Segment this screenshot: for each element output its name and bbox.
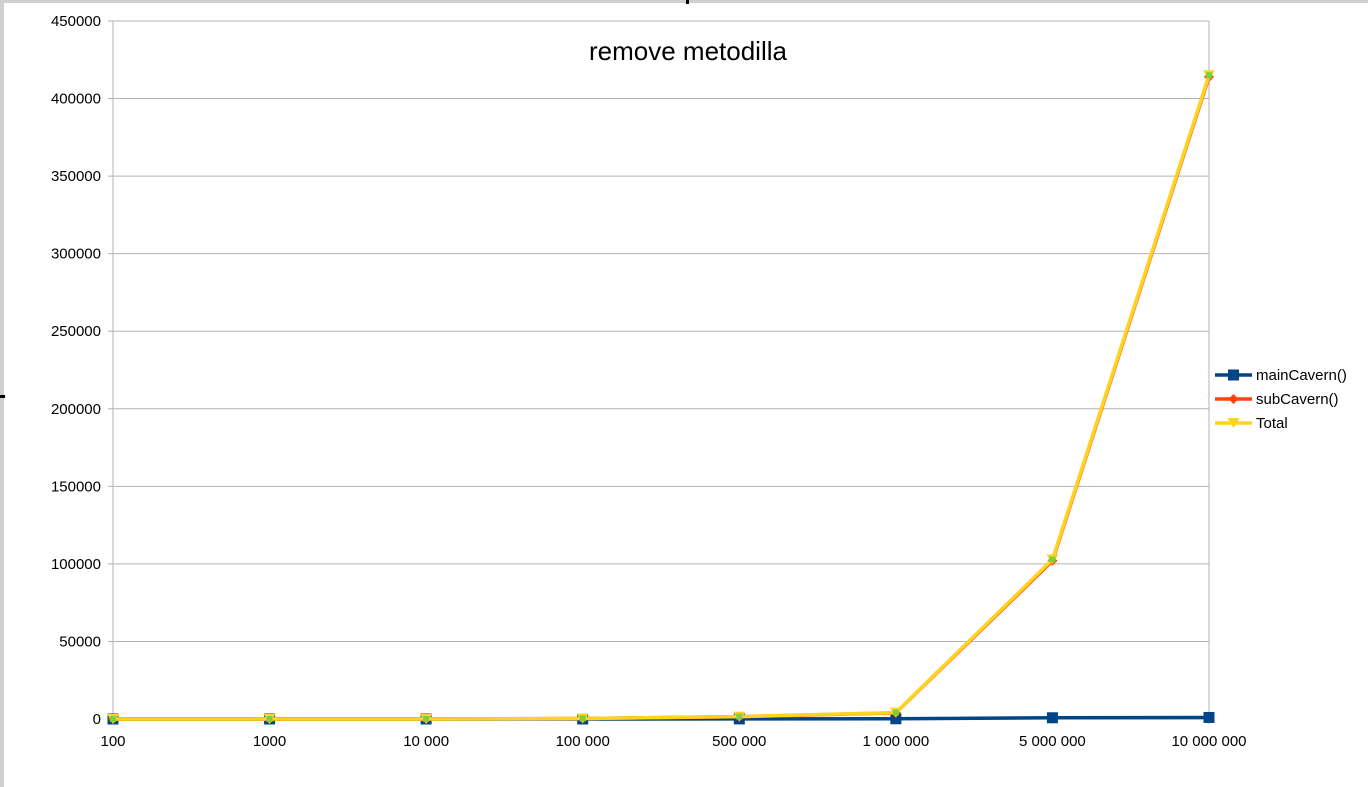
data-point-center <box>579 715 586 722</box>
x-tick-label: 1000 <box>253 733 286 750</box>
x-tick-label: 10 000 <box>403 733 449 750</box>
frame-edge-left <box>0 0 4 787</box>
x-tick-label: 10 000 000 <box>1171 733 1246 750</box>
legend-entry: mainCavern() <box>1215 367 1347 384</box>
data-point <box>1046 712 1058 724</box>
x-tick-label: 1 000 000 <box>862 733 929 750</box>
y-tick-label: 150000 <box>51 478 101 495</box>
legend: mainCavern() subCavern() Total <box>1215 367 1347 432</box>
series-line <box>112 74 1211 721</box>
series-line <box>112 76 1211 721</box>
data-point-center <box>892 709 899 716</box>
data-point-center <box>266 715 273 722</box>
data-point <box>1203 711 1215 723</box>
y-tick-label: 350000 <box>51 168 101 185</box>
data-point-center <box>1049 556 1056 563</box>
legend-marker <box>1228 369 1239 381</box>
legend-label: mainCavern() <box>1256 367 1347 384</box>
y-tick-label: 400000 <box>51 91 101 108</box>
y-tick-label: 300000 <box>51 246 101 263</box>
selection-handle-left[interactable] <box>0 395 5 398</box>
y-tick-label: 50000 <box>59 633 101 650</box>
grid-lines <box>112 20 1210 720</box>
legend-label: Total <box>1256 415 1288 432</box>
x-tick-label: 100 <box>100 733 125 750</box>
series-1 <box>108 71 1214 724</box>
y-tick-label: 200000 <box>51 401 101 418</box>
data-point-center <box>736 713 743 720</box>
legend-label: subCavern() <box>1256 391 1339 408</box>
x-tick-label: 100 000 <box>556 733 610 750</box>
legend-marker <box>1227 418 1240 428</box>
legend-entry: Total <box>1215 415 1288 432</box>
x-tick-label: 500 000 <box>712 733 766 750</box>
legend-entry: subCavern() <box>1215 391 1339 408</box>
chart-title: remove metodilla <box>589 36 788 66</box>
legend-marker <box>1228 394 1239 404</box>
axes: 0 50000 100000 150000 200000 250000 300000 3500… <box>51 13 1247 750</box>
y-tick-label: 450000 <box>51 13 101 30</box>
series-2 <box>107 70 1215 724</box>
x-tick-label: 5 000 000 <box>1019 733 1086 750</box>
data-point <box>890 713 902 725</box>
series-lines <box>107 70 1215 725</box>
y-tick-label: 250000 <box>51 323 101 340</box>
data-point-center <box>110 716 116 722</box>
y-tick-label: 100000 <box>51 556 101 573</box>
selection-handle-top[interactable] <box>686 0 689 4</box>
y-tick-label: 0 <box>93 711 101 728</box>
data-point-center <box>423 715 430 722</box>
data-point-center <box>1206 72 1212 79</box>
